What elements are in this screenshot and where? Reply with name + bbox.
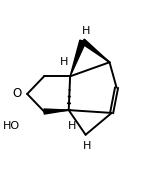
- Text: O: O: [12, 87, 22, 100]
- Polygon shape: [44, 109, 69, 114]
- Polygon shape: [70, 40, 86, 76]
- Text: H: H: [68, 121, 76, 131]
- Polygon shape: [81, 39, 110, 62]
- Text: H: H: [82, 26, 90, 36]
- Text: HO: HO: [2, 121, 20, 131]
- Text: H: H: [83, 141, 91, 151]
- Text: H: H: [60, 57, 68, 67]
